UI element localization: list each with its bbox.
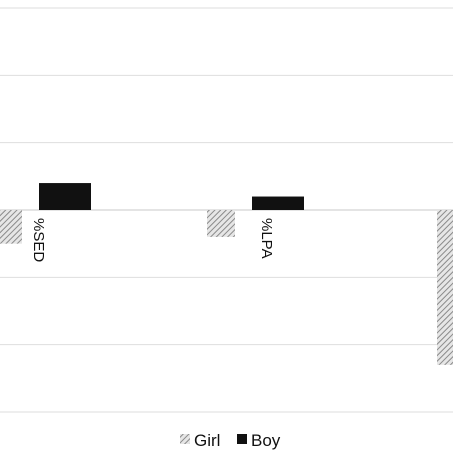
legend-label-boy: Boy [251,431,281,450]
legend-label-girl: Girl [194,431,220,450]
bar-boy-lpa [252,196,304,210]
legend-swatch-boy [237,434,247,444]
category-label-lpa: %LPA [258,218,275,259]
bars [0,183,453,365]
legend: Girl Boy [180,431,281,450]
category-labels: %SED %LPA [30,218,275,262]
bar-girl-sed [0,210,22,244]
legend-swatch-girl [180,434,190,444]
category-label-sed: %SED [30,218,47,262]
bar-girl-mvpa [437,210,453,365]
bar-boy-sed [39,183,91,210]
bar-girl-lpa [207,210,235,237]
